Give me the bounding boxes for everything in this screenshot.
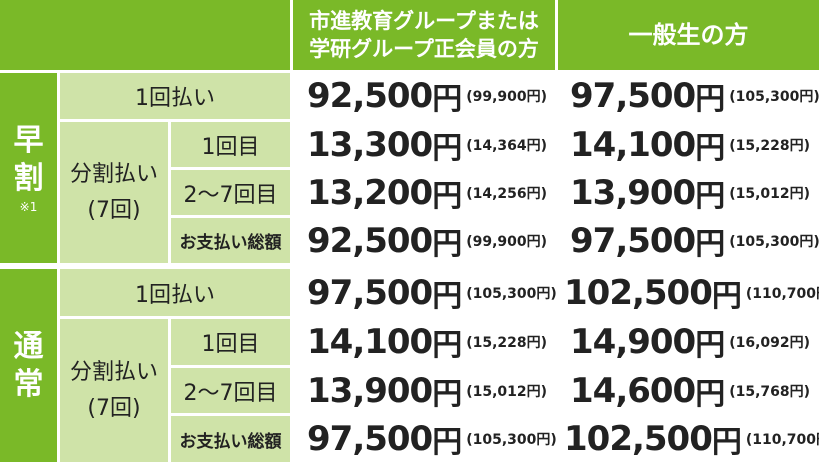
early-inst-total-member: 92,500 円 (99,900円) [293,218,555,263]
header-member-line-1: 市進教育グループまたは [309,9,539,33]
regular-inst-2-general: 14,600 円 (15,768円) [558,368,819,413]
early-inst-1-member: 13,300 円 (14,364円) [293,122,555,167]
early-installment-label-2: (7回) [87,197,141,223]
early-inst-1-label: 1回目 [171,122,290,167]
regular-installment-label: 分割払い (7回) [60,319,168,462]
early-installment-label: 分割払い (7回) [60,122,168,263]
section-early-char-2: 割 [13,161,44,196]
regular-inst-2-label: 2〜7回目 [171,368,290,413]
early-lump-member: 92,500 円 (99,900円) [293,73,555,119]
early-inst-total-general: 97,500 円 (105,300円) [558,218,819,263]
early-inst-total-label: お支払い総額 [171,218,290,263]
regular-installment-label-2: (7回) [87,395,141,421]
early-lump-general: 97,500 円 (105,300円) [558,73,819,119]
early-inst-1-general: 14,100 円 (15,228円) [558,122,819,167]
section-early-note: ※1 [19,200,38,214]
section-regular-char-1: 通 [13,328,44,364]
header-general: 一般生の方 [558,0,819,70]
section-regular-char-2: 常 [13,366,44,402]
regular-inst-2-member: 13,900 円 (15,012円) [293,368,555,413]
regular-lump-member: 97,500 円 (105,300円) [293,269,557,316]
section-regular-label: 通 常 [0,269,57,462]
regular-inst-1-label: 1回目 [171,319,290,365]
early-inst-2-general: 13,900 円 (15,012円) [558,170,819,215]
early-lump-label: 1回払い [60,73,290,119]
section-early-label: 早 割 ※1 [0,73,57,263]
header-blank [0,0,290,70]
regular-inst-total-label: お支払い総額 [171,416,290,462]
early-installment-label-1: 分割払い [69,161,158,187]
regular-inst-1-member: 14,100 円 (15,228円) [293,319,555,365]
regular-inst-1-general: 14,900 円 (16,092円) [558,319,819,365]
header-member-line-2: 学研グループ正会員の方 [309,37,539,61]
regular-inst-total-member: 97,500 円 (105,300円) [293,416,557,462]
early-inst-2-label: 2〜7回目 [171,170,290,215]
header-member: 市進教育グループまたは 学研グループ正会員の方 [293,0,555,70]
section-early-char-1: 早 [13,123,44,158]
regular-installment-label-1: 分割払い [69,359,158,385]
early-inst-2-member: 13,200 円 (14,256円) [293,170,555,215]
regular-lump-label: 1回払い [60,269,290,316]
